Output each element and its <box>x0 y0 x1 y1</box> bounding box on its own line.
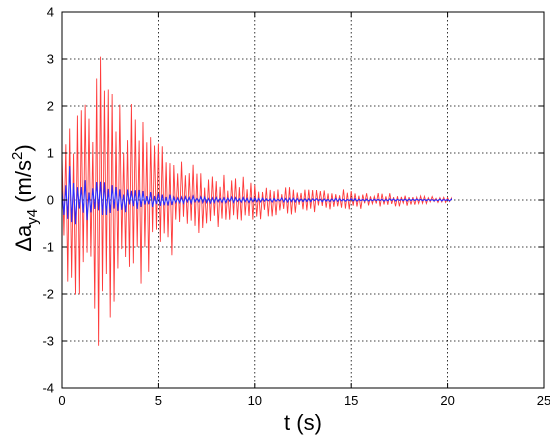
y-axis-title-base: Δa <box>11 224 36 252</box>
x-tick-label: 0 <box>58 393 65 408</box>
y-tick-label: 0 <box>47 193 54 208</box>
series-layer <box>61 56 453 346</box>
x-tick-label: 25 <box>537 393 550 408</box>
y-axis-title-close: ) <box>11 144 36 151</box>
y-tick-label: 1 <box>47 146 54 161</box>
y-tick-label: 3 <box>47 52 54 67</box>
y-axis-title-unit: (m/s <box>11 160 36 209</box>
x-tick-labels: 0 5 10 15 20 25 <box>58 393 550 408</box>
y-tick-label: 4 <box>47 5 54 20</box>
y-axis-title: Δay4 (m/s2) <box>9 144 41 251</box>
x-tick-label: 5 <box>155 393 162 408</box>
x-tick-label: 20 <box>440 393 454 408</box>
y-tick-label: 2 <box>47 99 54 114</box>
tick-marks <box>61 11 545 389</box>
y-axis-title-subscript: y4 <box>24 209 41 225</box>
x-tick-label: 15 <box>344 393 358 408</box>
x-axis-title: t (s) <box>284 410 322 435</box>
blue-series-line <box>61 166 453 225</box>
red-series-line <box>61 56 452 346</box>
y-tick-labels: -4 -3 -2 -1 0 1 2 3 4 <box>42 5 54 396</box>
y-axis-title-superscript: 2 <box>9 152 26 160</box>
y-tick-label: -3 <box>42 334 54 349</box>
y-tick-label: -2 <box>42 287 54 302</box>
y-tick-label: -4 <box>42 381 54 396</box>
y-tick-label: -1 <box>42 240 54 255</box>
x-tick-label: 10 <box>248 393 262 408</box>
